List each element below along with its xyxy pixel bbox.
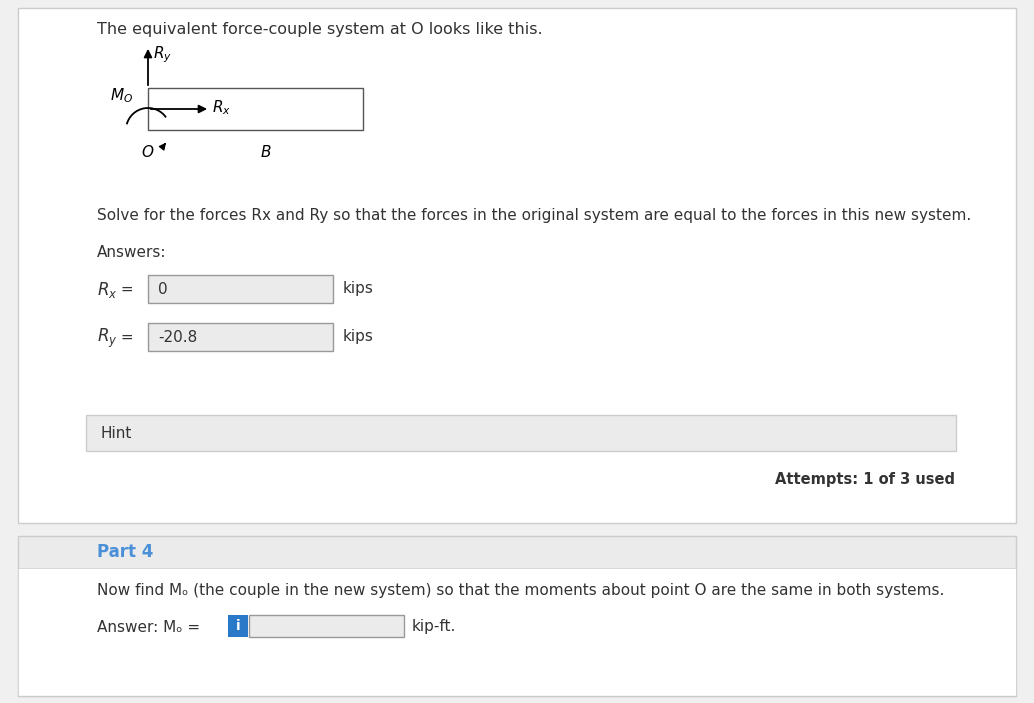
Text: Now find Mₒ (the couple in the new system) so that the moments about point O are: Now find Mₒ (the couple in the new syste… xyxy=(97,583,944,598)
Text: -20.8: -20.8 xyxy=(158,330,197,344)
Text: $R_y$: $R_y$ xyxy=(97,326,118,349)
Text: Answer: Mₒ =: Answer: Mₒ = xyxy=(97,619,201,635)
Bar xyxy=(86,415,956,451)
Text: Part 4: Part 4 xyxy=(97,543,153,561)
Bar xyxy=(249,615,404,637)
Text: kips: kips xyxy=(343,281,374,297)
Text: $O$: $O$ xyxy=(142,144,155,160)
Bar xyxy=(148,323,333,351)
FancyBboxPatch shape xyxy=(18,8,1016,523)
Bar xyxy=(229,615,248,637)
Bar xyxy=(18,568,1016,696)
Text: i: i xyxy=(236,619,240,633)
Bar xyxy=(148,275,333,303)
Bar xyxy=(18,536,1016,696)
Text: =: = xyxy=(116,330,133,345)
Text: Attempts: 1 of 3 used: Attempts: 1 of 3 used xyxy=(776,472,955,487)
Bar xyxy=(148,88,363,130)
Text: $R_y$: $R_y$ xyxy=(153,44,172,65)
Text: Solve for the forces Rx and Ry so that the forces in the original system are equ: Solve for the forces Rx and Ry so that t… xyxy=(97,208,971,223)
Text: kips: kips xyxy=(343,330,374,344)
Text: kip-ft.: kip-ft. xyxy=(412,619,456,633)
Text: $R_x$: $R_x$ xyxy=(97,280,118,300)
Text: Answers:: Answers: xyxy=(97,245,166,260)
Text: $M_O$: $M_O$ xyxy=(110,86,133,105)
Text: =: = xyxy=(116,283,133,297)
Text: Hint: Hint xyxy=(100,425,131,441)
Text: The equivalent force-couple system at O looks like this.: The equivalent force-couple system at O … xyxy=(97,22,543,37)
Text: 0: 0 xyxy=(158,281,168,297)
Text: $B$: $B$ xyxy=(261,144,272,160)
Text: $R_x$: $R_x$ xyxy=(212,98,231,117)
